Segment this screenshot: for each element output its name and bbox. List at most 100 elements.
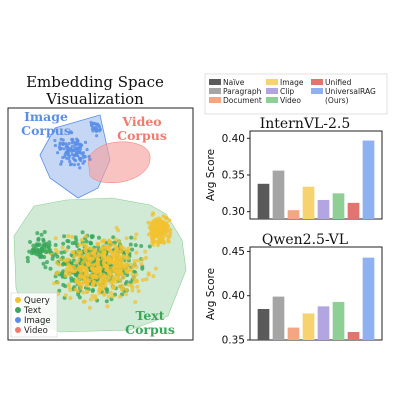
- bar-legend-label-document: Document: [223, 96, 262, 105]
- scatter-point: [144, 277, 149, 282]
- chart2-bar-document: [287, 327, 300, 340]
- scatter-point: [78, 145, 83, 149]
- scatter-legend-label-text: Text: [23, 306, 42, 316]
- embedding-title-line1: Embedding Space: [26, 73, 164, 91]
- scatter-point: [73, 287, 78, 292]
- scatter-point: [96, 251, 101, 256]
- scatter-point: [77, 252, 82, 257]
- scatter-point: [45, 260, 49, 265]
- bar-legend-swatch-universalrag: [311, 88, 323, 94]
- scatter-point: [70, 234, 75, 239]
- scatter-point: [129, 235, 134, 240]
- scatter-point: [81, 255, 86, 260]
- scatter-point: [65, 239, 70, 243]
- scatter-point: [82, 299, 87, 304]
- scatter-legend-label-image: Image: [24, 316, 51, 326]
- scatter-point: [140, 257, 145, 262]
- scatter-point: [107, 238, 112, 243]
- scatter-point: [151, 236, 156, 241]
- scatter-legend-marker-video: [15, 327, 21, 333]
- scatter-point: [51, 254, 56, 259]
- scatter-point: [41, 237, 46, 242]
- scatter-point: [81, 242, 86, 247]
- scatter-point: [71, 264, 76, 269]
- scatter-point: [111, 253, 116, 258]
- scatter-point: [62, 147, 66, 151]
- scatter-point: [131, 275, 136, 280]
- scatter-point: [162, 240, 167, 245]
- scatter-point: [66, 234, 71, 239]
- scatter-point: [85, 289, 90, 294]
- scatter-point: [132, 236, 137, 241]
- scatter-point: [42, 247, 47, 252]
- scatter-point: [46, 249, 50, 254]
- embedding-title-line2: Visualization: [45, 90, 144, 108]
- scatter-point: [67, 141, 71, 146]
- scatter-point: [121, 275, 126, 280]
- image-corpus-label-line1: Image: [24, 109, 68, 124]
- scatter-point: [135, 284, 140, 289]
- chart1-title: InternVL-2.5: [260, 116, 351, 132]
- scatter-point: [130, 285, 135, 290]
- scatter-point: [159, 235, 164, 240]
- scatter-point: [134, 232, 139, 237]
- scatter-point: [43, 265, 48, 270]
- scatter-point: [136, 289, 141, 294]
- bar-legend-swatch-naive: [209, 79, 221, 85]
- scatter-point: [130, 247, 135, 252]
- scatter-point: [60, 160, 64, 164]
- scatter-point: [113, 249, 118, 254]
- bar-chart-internvl: InternVL-2.5 Avg Score 0.30 0.35 0.40: [205, 116, 383, 220]
- video-corpus-label-line2: Corpus: [117, 128, 167, 143]
- scatter-point: [70, 137, 74, 142]
- scatter-point: [85, 282, 89, 287]
- scatter-point: [95, 281, 100, 286]
- scatter-point: [105, 304, 110, 309]
- chart1-bar-universalrag: [362, 140, 375, 219]
- scatter-point: [68, 296, 73, 301]
- scatter-point: [96, 261, 101, 266]
- scatter-point: [139, 244, 144, 248]
- scatter-point: [116, 239, 121, 244]
- scatter-point: [33, 246, 38, 251]
- scatter-point: [55, 254, 60, 259]
- scatter-point: [96, 257, 101, 262]
- scatter-point: [81, 265, 86, 269]
- scatter-point: [64, 248, 69, 253]
- scatter-point: [93, 248, 97, 253]
- scatter-point: [104, 299, 109, 304]
- scatter-point: [116, 252, 121, 257]
- bar-legend-swatch-video: [266, 97, 278, 103]
- scatter-point: [82, 275, 86, 280]
- scatter-point: [68, 160, 72, 164]
- scatter-point: [82, 159, 87, 163]
- scatter-point: [141, 278, 145, 282]
- scatter-point: [167, 218, 172, 223]
- chart2-bar-universalrag: [362, 257, 375, 340]
- scatter-point: [144, 255, 148, 260]
- chart1-bar-nave: [257, 183, 270, 219]
- scatter-point: [89, 234, 94, 239]
- scatter-point: [87, 154, 91, 159]
- chart1-yticks: 0.30 0.35 0.40: [222, 133, 250, 218]
- scatter-point: [121, 286, 126, 291]
- scatter-legend-marker-query: [15, 297, 21, 303]
- scatter-point: [118, 294, 122, 299]
- scatter-point: [143, 249, 148, 254]
- chart1-bar-document: [287, 210, 300, 219]
- scatter-point: [151, 274, 156, 279]
- scatter-point: [36, 236, 41, 241]
- scatter-point: [90, 267, 95, 272]
- scatter-point: [35, 231, 40, 236]
- scatter-point: [105, 287, 110, 292]
- scatter-point: [134, 250, 139, 255]
- bar-legend-box: [204, 73, 388, 115]
- scatter-point: [59, 250, 64, 255]
- scatter-point: [128, 242, 133, 247]
- scatter-point: [107, 244, 112, 249]
- scatter-point: [39, 232, 44, 237]
- scatter-point: [76, 162, 80, 166]
- scatter-point: [110, 294, 115, 299]
- embedding-panel: Embedding Space Visualization Image Corp…: [7, 73, 194, 341]
- chart2-bar-nave: [257, 309, 270, 340]
